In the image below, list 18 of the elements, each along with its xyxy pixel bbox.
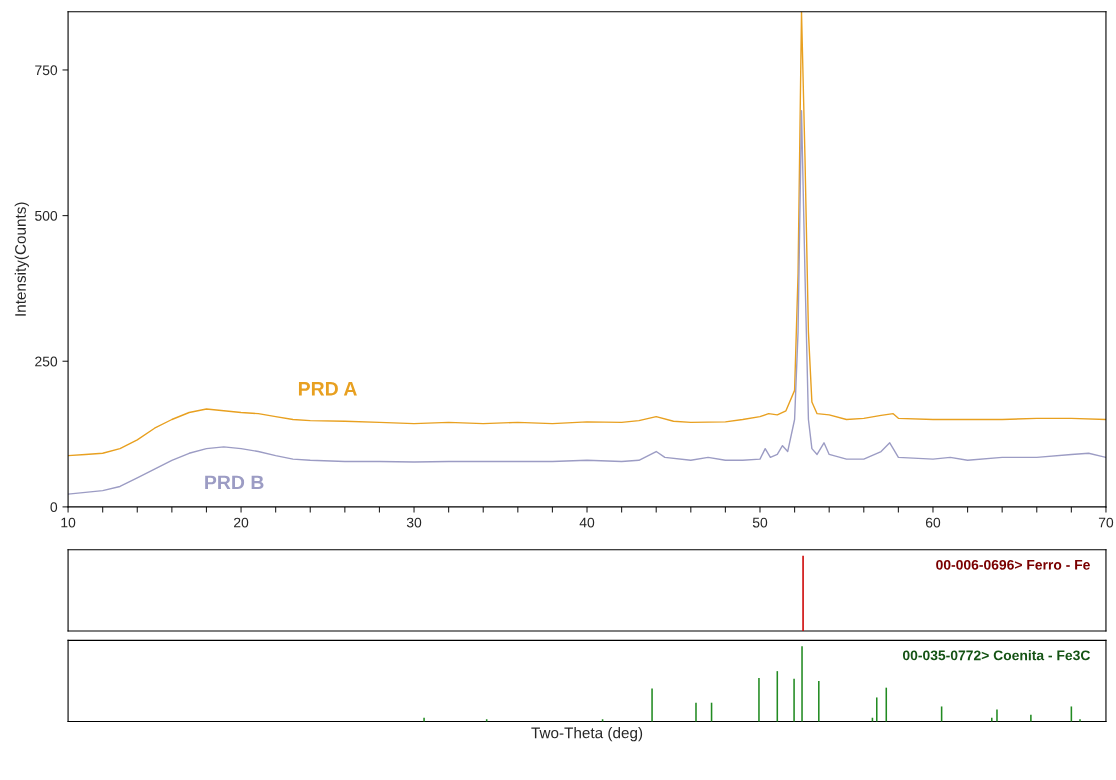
chart-title: 00-006-0696> Ferro - Fe xyxy=(936,559,1090,570)
y-tick-label: 500 xyxy=(35,210,58,221)
line-series xyxy=(68,110,1106,495)
x-tick-label: 60 xyxy=(925,517,941,528)
y-axis-title: Intensity(Counts) xyxy=(14,202,29,316)
y-tick-label: 750 xyxy=(35,65,58,76)
chart-title: 00-035-0772> Coenita - Fe3C xyxy=(902,650,1091,661)
series-label: PRD A xyxy=(298,382,357,396)
y-tick-label: 250 xyxy=(35,356,58,367)
x-tick-label: 10 xyxy=(61,517,76,528)
x-tick-label: 70 xyxy=(1098,517,1114,528)
x-tick-label: 30 xyxy=(406,517,422,528)
x-tick-label: 40 xyxy=(579,517,595,528)
series-label: PRD B xyxy=(205,475,264,490)
y-tick-label: 0 xyxy=(50,502,58,513)
x-tick-label: 20 xyxy=(234,517,249,528)
x-axis-title: Two-Theta (deg) xyxy=(531,727,643,742)
x-tick-label: 50 xyxy=(752,517,768,528)
